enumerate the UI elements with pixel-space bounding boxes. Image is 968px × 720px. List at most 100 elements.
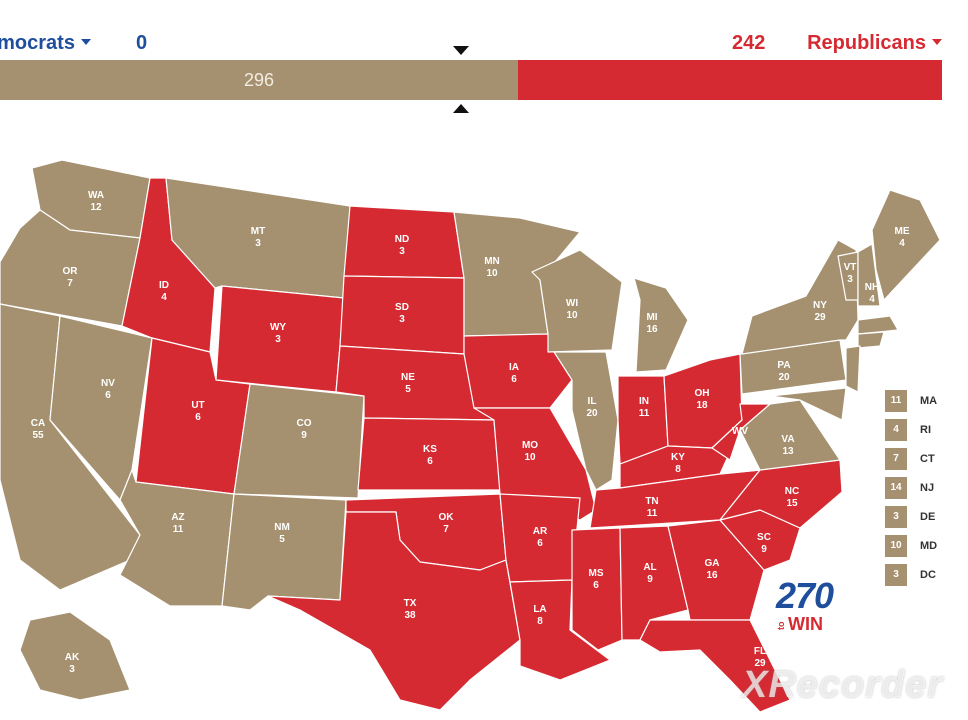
- state-abbr-label: OK: [439, 512, 455, 523]
- state-mi[interactable]: [633, 277, 689, 373]
- legend-row-ct[interactable]: 7 CT: [884, 446, 968, 471]
- chevron-down-icon: [932, 38, 942, 45]
- ct-shape[interactable]: [857, 331, 885, 349]
- democrats-count: 0: [136, 32, 148, 54]
- state-ev-label: 16: [646, 324, 658, 335]
- state-nm[interactable]: [221, 493, 347, 611]
- state-abbr-label: MT: [251, 226, 265, 237]
- state-mo[interactable]: [473, 407, 597, 521]
- legend-state-abbr: MD: [920, 539, 938, 552]
- state-abbr-label: KS: [423, 444, 437, 455]
- state-abbr-label: NE: [401, 372, 415, 383]
- midpoint-marker-bottom-icon: [453, 104, 469, 113]
- legend-row-de[interactable]: 3 DE: [884, 504, 968, 529]
- state-ev-label: 18: [696, 400, 708, 411]
- state-abbr-label: MN: [484, 256, 500, 267]
- state-ev-label: 10: [566, 310, 578, 321]
- state-abbr-label: NY: [813, 300, 827, 311]
- state-ev-label: 20: [778, 372, 790, 383]
- state-ev-label: 3: [399, 314, 405, 325]
- state-ev-label: 55: [32, 430, 44, 441]
- state-abbr-label: ID: [159, 280, 169, 291]
- state-co[interactable]: [233, 383, 365, 499]
- state-nh[interactable]: [857, 243, 881, 307]
- democrats-dropdown[interactable]: emocrats: [0, 28, 91, 58]
- state-abbr-label: NV: [101, 378, 115, 389]
- state-abbr-label: SC: [757, 532, 771, 543]
- state-ev-label: 13: [782, 446, 794, 457]
- state-ev-label: 9: [647, 574, 653, 585]
- state-ak[interactable]: [19, 611, 131, 701]
- state-abbr-label: WI: [566, 298, 578, 309]
- state-abbr-label: ME: [895, 226, 910, 237]
- legend-state-abbr: DC: [920, 568, 936, 581]
- state-abbr-label: UT: [191, 400, 204, 411]
- state-ev-label: 3: [69, 664, 75, 675]
- logo-to: to: [776, 621, 786, 631]
- legend-state-abbr: RI: [920, 423, 931, 436]
- state-abbr-label: MI: [646, 312, 657, 323]
- 270towin-logo: 270 to WIN: [776, 578, 846, 638]
- legend-row-dc[interactable]: 3 DC: [884, 562, 968, 587]
- state-ev-label: 5: [405, 384, 411, 395]
- state-ev-label: 38: [404, 610, 416, 621]
- legend-state-abbr: CT: [920, 452, 935, 465]
- state-wv[interactable]: [711, 403, 771, 461]
- state-ev-label: 3: [399, 246, 405, 257]
- state-ev-label: 29: [754, 658, 766, 669]
- state-abbr-label: SD: [395, 302, 409, 313]
- republicans-count: 242: [732, 32, 766, 54]
- state-va[interactable]: [719, 399, 841, 475]
- recorder-watermark: XRecorder: [742, 664, 944, 706]
- state-ev-label: 11: [639, 408, 650, 419]
- state-abbr-label: IA: [509, 362, 519, 373]
- state-or[interactable]: [0, 209, 141, 327]
- state-fl[interactable]: [639, 619, 791, 713]
- state-abbr-label: AR: [533, 526, 548, 537]
- legend-state-abbr: NJ: [920, 481, 935, 494]
- state-abbr-label: IN: [639, 396, 649, 407]
- us-electoral-map[interactable]: WA12OR7CA55NV6ID4MT3WY3UT6AZ11CO9NM5ND3S…: [0, 140, 968, 720]
- state-ev-label: 3: [847, 274, 853, 285]
- state-ev-label: 5: [279, 534, 285, 545]
- electoral-vote-bar: 296: [0, 60, 942, 100]
- state-ny[interactable]: [741, 239, 859, 355]
- state-abbr-label: NC: [785, 486, 799, 497]
- legend-row-ma[interactable]: 11 MA: [884, 388, 968, 413]
- ma-shape[interactable]: [857, 315, 899, 335]
- state-ev-label: 9: [761, 544, 767, 555]
- state-me[interactable]: [871, 189, 941, 301]
- state-abbr-label: AK: [65, 652, 80, 663]
- republicans-dropdown[interactable]: Republicans: [807, 28, 942, 58]
- state-abbr-label: MS: [589, 568, 604, 579]
- tossup-segment: 296: [0, 60, 518, 100]
- md-shape[interactable]: [769, 387, 847, 421]
- state-ev-label: 10: [524, 452, 536, 463]
- state-ev-label: 6: [195, 412, 201, 423]
- state-abbr-label: WA: [88, 190, 104, 201]
- state-abbr-label: GA: [705, 558, 720, 569]
- state-wi[interactable]: [531, 249, 623, 353]
- state-ev-label: 16: [706, 570, 718, 581]
- state-ms[interactable]: [571, 527, 623, 651]
- state-ev-label: 11: [173, 524, 184, 535]
- state-ev-label: 4: [869, 294, 875, 305]
- legend-row-nj[interactable]: 14 NJ: [884, 475, 968, 500]
- chevron-down-icon: [80, 38, 91, 45]
- state-abbr-label: PA: [777, 360, 790, 371]
- state-abbr-label: OR: [63, 266, 79, 277]
- state-abbr-label: NM: [274, 522, 290, 533]
- state-abbr-label: CO: [297, 418, 312, 429]
- state-ev-label: 3: [255, 238, 261, 249]
- legend-row-ri[interactable]: 4 RI: [884, 417, 968, 442]
- nj-shape[interactable]: [845, 345, 861, 393]
- state-abbr-label: VT: [844, 262, 857, 273]
- state-abbr-label: LA: [533, 604, 546, 615]
- state-ev-label: 10: [486, 268, 498, 279]
- small-states-legend: 11 MA 4 RI 7 CT 14 NJ 3 DE 10 MD 3 DC: [884, 388, 968, 591]
- state-tx[interactable]: [267, 511, 521, 711]
- legend-row-md[interactable]: 10 MD: [884, 533, 968, 558]
- state-ev-label: 12: [90, 202, 102, 213]
- state-ev-label: 4: [899, 238, 905, 249]
- state-ev-label: 4: [161, 292, 167, 303]
